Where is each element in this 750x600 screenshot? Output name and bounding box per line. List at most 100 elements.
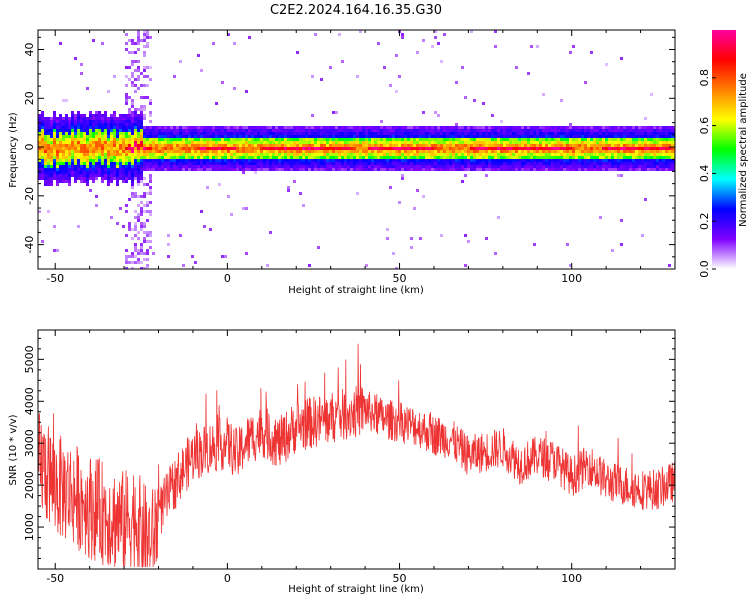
spectrogram-cell [614, 129, 617, 132]
spectrogram-cell [236, 126, 239, 129]
spectrogram-cell [524, 135, 527, 138]
spectrogram-cell [341, 147, 344, 150]
spectrogram-cell [515, 147, 518, 150]
spectrogram-cell [47, 165, 50, 168]
spectrogram-cell [629, 144, 632, 147]
spectrogram-cell [554, 147, 557, 150]
spectrogram-cell [662, 165, 665, 168]
spectrogram-cell [107, 165, 110, 168]
spectrogram-cell [533, 165, 536, 168]
spectrogram-cell [614, 141, 617, 144]
spectrogram-cell [365, 165, 368, 168]
spectrogram-cell [290, 153, 293, 156]
spectrogram-cell [443, 156, 446, 159]
spectrogram-cell [611, 126, 614, 129]
spectrogram-cell [608, 129, 611, 132]
spectrogram-cell [149, 132, 152, 135]
spectrogram-cell [491, 153, 494, 156]
spectrogram-cell [122, 129, 125, 132]
spectrogram-cell [620, 135, 623, 138]
spectrogram-cell [395, 129, 398, 132]
spectrogram-cell [110, 144, 113, 147]
spectrogram-cell [242, 144, 245, 147]
spectrogram-cell [605, 144, 608, 147]
spectrogram-cell [101, 123, 104, 126]
spectrogram-cell [50, 165, 53, 168]
spectrogram-cell [599, 156, 602, 159]
spectrogram-cell [122, 150, 125, 153]
spectrogram-cell [428, 159, 431, 162]
spectrogram-cell [56, 183, 59, 186]
spectrogram-cell [485, 135, 488, 138]
spectrogram-cell [143, 162, 146, 165]
spectrogram-cell [134, 153, 137, 156]
spectrogram-cell [656, 162, 659, 165]
spectrogram-cell [617, 138, 620, 141]
spectrogram-cell [182, 165, 185, 168]
spectrogram-cell [374, 138, 377, 141]
spectrogram-cell [641, 168, 644, 171]
spectrogram-cell [149, 144, 152, 147]
spectrogram-cell [134, 249, 137, 252]
spectrogram-cell [302, 159, 305, 162]
spectrogram-cell [383, 162, 386, 165]
spectrogram-cell [533, 141, 536, 144]
spectrogram-cell [275, 162, 278, 165]
spectrogram-cell [272, 153, 275, 156]
spectrogram-cell [71, 171, 74, 174]
spectrogram-cell [371, 147, 374, 150]
spectrogram-cell [323, 147, 326, 150]
spectrogram-cell [368, 159, 371, 162]
spectrogram-cell [560, 162, 563, 165]
spectrogram-cell [602, 159, 605, 162]
spectrogram-cell [347, 150, 350, 153]
spectrogram-cell [260, 168, 263, 171]
spectrogram-cell [200, 129, 203, 132]
spectrogram-cell [641, 150, 644, 153]
spectrogram-cell [614, 132, 617, 135]
spectrogram-cell [47, 120, 50, 123]
spectrogram-cell [65, 180, 68, 183]
spectrogram-cell [653, 129, 656, 132]
spectrogram-cell [470, 165, 473, 168]
spectrogram-cell [59, 153, 62, 156]
spectrogram-cell [56, 150, 59, 153]
spectrogram-cell [401, 135, 404, 138]
spectrogram-cell [299, 150, 302, 153]
spectrogram-cell [389, 84, 392, 87]
spectrogram-cell [209, 159, 212, 162]
spectrogram-cell [482, 132, 485, 135]
spectrogram-cell [314, 165, 317, 168]
spectrogram-cell [89, 117, 92, 120]
spectrogram-cell [224, 159, 227, 162]
spectrogram-cell [461, 129, 464, 132]
spectrogram-cell [350, 147, 353, 150]
spectrogram-cell [374, 162, 377, 165]
spectrogram-cell [548, 135, 551, 138]
spectrogram-cell [620, 156, 623, 159]
spectrogram-cell [470, 138, 473, 141]
spectrogram-cell [488, 135, 491, 138]
spectrogram-cell [47, 129, 50, 132]
spectrogram-cell [449, 156, 452, 159]
spectrogram-cell [143, 66, 146, 69]
spectrogram-cell [149, 147, 152, 150]
spectrogram-cell [86, 177, 89, 180]
spectrogram-cell [359, 132, 362, 135]
spectrogram-cell [158, 156, 161, 159]
spectrogram-cell [131, 120, 134, 123]
spectrogram-cell [260, 135, 263, 138]
spectrogram-cell [311, 159, 314, 162]
spectrogram-cell [587, 168, 590, 171]
spectrogram-cell [428, 150, 431, 153]
spectrogram-cell [401, 174, 404, 177]
spectrogram-cell [476, 153, 479, 156]
spectrogram-cell [599, 162, 602, 165]
spectrogram-cell [359, 159, 362, 162]
spectrogram-cell [284, 135, 287, 138]
spectrogram-cell [548, 150, 551, 153]
spectrogram-cell [128, 111, 131, 114]
spectrogram-cell [422, 39, 425, 42]
spectrogram-cell [401, 168, 404, 171]
spectrogram-cell [116, 180, 119, 183]
